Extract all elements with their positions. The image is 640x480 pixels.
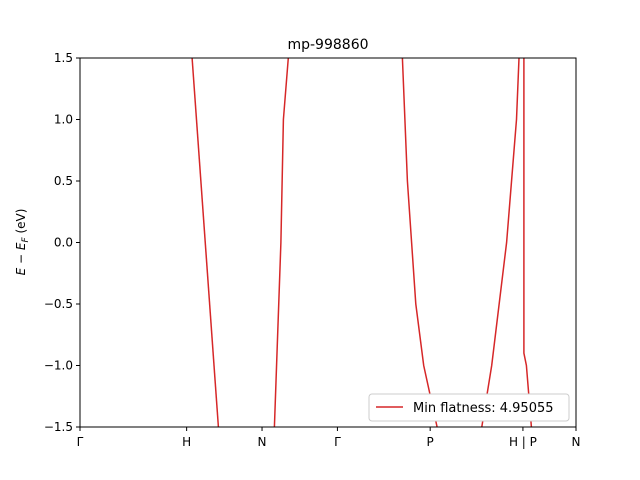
y-ticks: −1.5 −1.0 −0.5 0.0 0.5 1.0 1.5 (44, 51, 80, 434)
x-tick-label: N (572, 435, 581, 449)
y-tick-label: −0.5 (44, 297, 73, 311)
x-tick-label: P (427, 435, 434, 449)
band-line-2 (273, 57, 290, 428)
high-symmetry-lines (187, 58, 523, 427)
plot-frame (79, 57, 577, 428)
band-line-1 (191, 57, 220, 428)
x-tick-label: H (182, 435, 191, 449)
chart-title: mp-998860 (287, 37, 368, 53)
y-tick-label: 1.5 (54, 51, 73, 65)
y-tick-label: −1.0 (44, 359, 73, 373)
x-tick-label: N (258, 435, 267, 449)
band-line-4 (481, 57, 520, 428)
y-tick-label: 0.0 (54, 236, 73, 250)
legend-box (368, 393, 570, 422)
legend-label: Min flatness: 4.95055 (413, 401, 554, 416)
y-tick-label: −1.5 (44, 420, 73, 434)
x-ticks: Γ H N Γ P H | P N (77, 427, 581, 449)
band-line-5 (523, 58, 533, 428)
x-tick-label: Γ (334, 435, 341, 449)
svg-text:E − EF (eV): E − EF (eV) (14, 209, 31, 276)
y-tick-label: 1.0 (54, 113, 73, 127)
series-layer (191, 57, 533, 428)
y-axis-label: E − EF (eV) (14, 209, 31, 276)
band-line-3 (401, 57, 438, 428)
legend: Min flatness: 4.95055 (368, 393, 570, 422)
x-tick-label: H | P (509, 435, 537, 449)
x-tick-label: Γ (77, 435, 84, 449)
y-tick-label: 0.5 (54, 174, 73, 188)
